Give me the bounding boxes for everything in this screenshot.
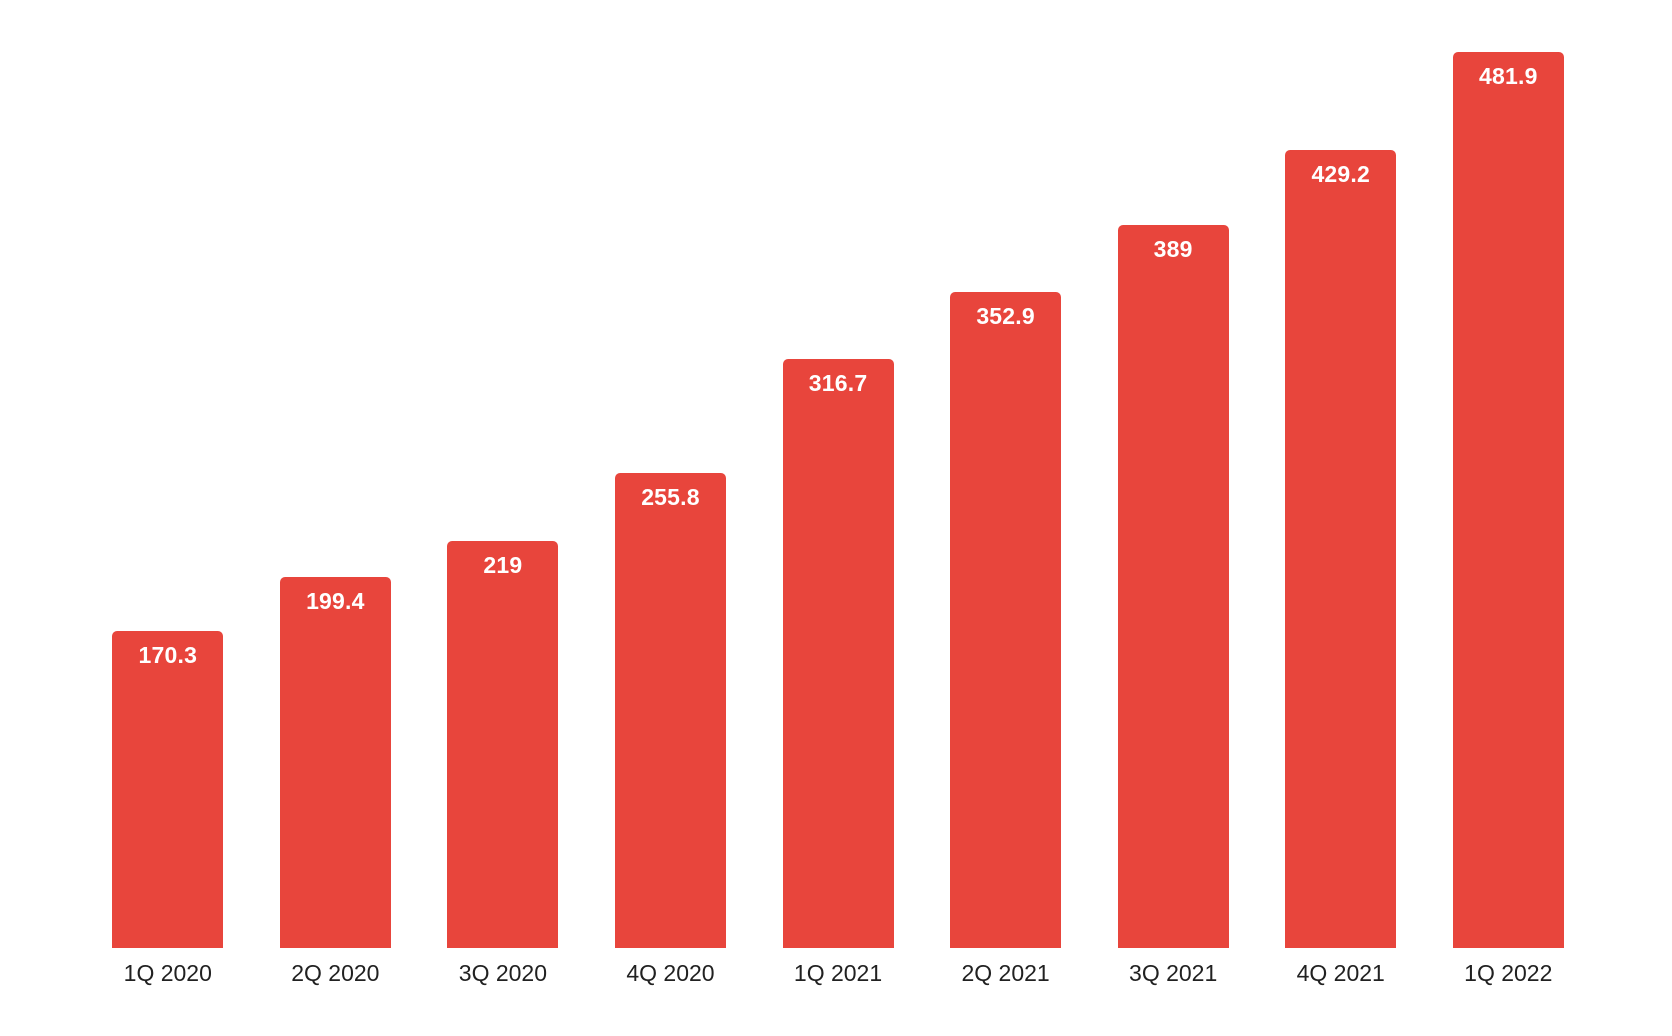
x-axis-tick-label: 3Q 2020: [458, 960, 548, 986]
bar: 429.2: [1285, 150, 1397, 948]
bar-value-label: 255.8: [641, 483, 700, 510]
x-axis-tick-label: 2Q 2021: [961, 960, 1050, 986]
bar-group: 352.9: [922, 0, 1090, 948]
bar-value-label: 352.9: [976, 303, 1035, 330]
bar: 389: [1117, 224, 1229, 948]
x-axis-tick-label: 4Q 2020: [626, 960, 715, 986]
bar-chart: 170.3 199.4 219 255.8 316.7 352.9 389 429.2 481.…: [84, 0, 1592, 1036]
x-axis-tick-label: 1Q 2022: [1464, 960, 1553, 986]
bar-group: 199.4: [252, 0, 420, 948]
bar: 255.8: [614, 472, 726, 948]
bar-value-label: 481.9: [1479, 63, 1538, 90]
x-axis-tick-label: 4Q 2021: [1296, 960, 1385, 986]
bar-value-label: 316.7: [808, 370, 868, 397]
bar-value-label: 429.2: [1311, 161, 1370, 188]
x-axis-tick-label: 2Q 2020: [291, 960, 380, 986]
bar-group: 429.2: [1257, 0, 1425, 948]
bar-group: 170.3: [84, 0, 252, 948]
bar-group: 316.7: [754, 0, 922, 948]
bar: 170.3: [112, 631, 224, 948]
bar-value-label: 389: [1153, 235, 1193, 262]
bar-value-label: 170.3: [138, 642, 198, 669]
bar: 481.9: [1452, 52, 1564, 948]
bar-value-label: 219: [483, 551, 523, 578]
bar: 352.9: [950, 292, 1062, 948]
bar-group: 389: [1089, 0, 1257, 948]
x-axis-tick-label: 1Q 2021: [793, 960, 883, 986]
x-axis-tick-label: 1Q 2020: [123, 960, 212, 986]
x-axis-labels: 1Q 2020 2Q 2020 3Q 2020 4Q 2020 1Q 2021 2Q 20…: [84, 960, 1592, 987]
bar-group: 255.8: [587, 0, 755, 948]
bar-group: 219: [419, 0, 587, 948]
bar-group: 481.9: [1425, 0, 1593, 948]
bar-value-label: 199.4: [306, 588, 365, 615]
bar: 219: [447, 540, 559, 948]
bar: 199.4: [279, 577, 391, 948]
x-axis-tick-label: 3Q 2021: [1129, 960, 1218, 986]
bar: 316.7: [782, 359, 894, 948]
plot-area: 170.3 199.4 219 255.8 316.7 352.9 389 429.2 481.…: [84, 0, 1592, 948]
